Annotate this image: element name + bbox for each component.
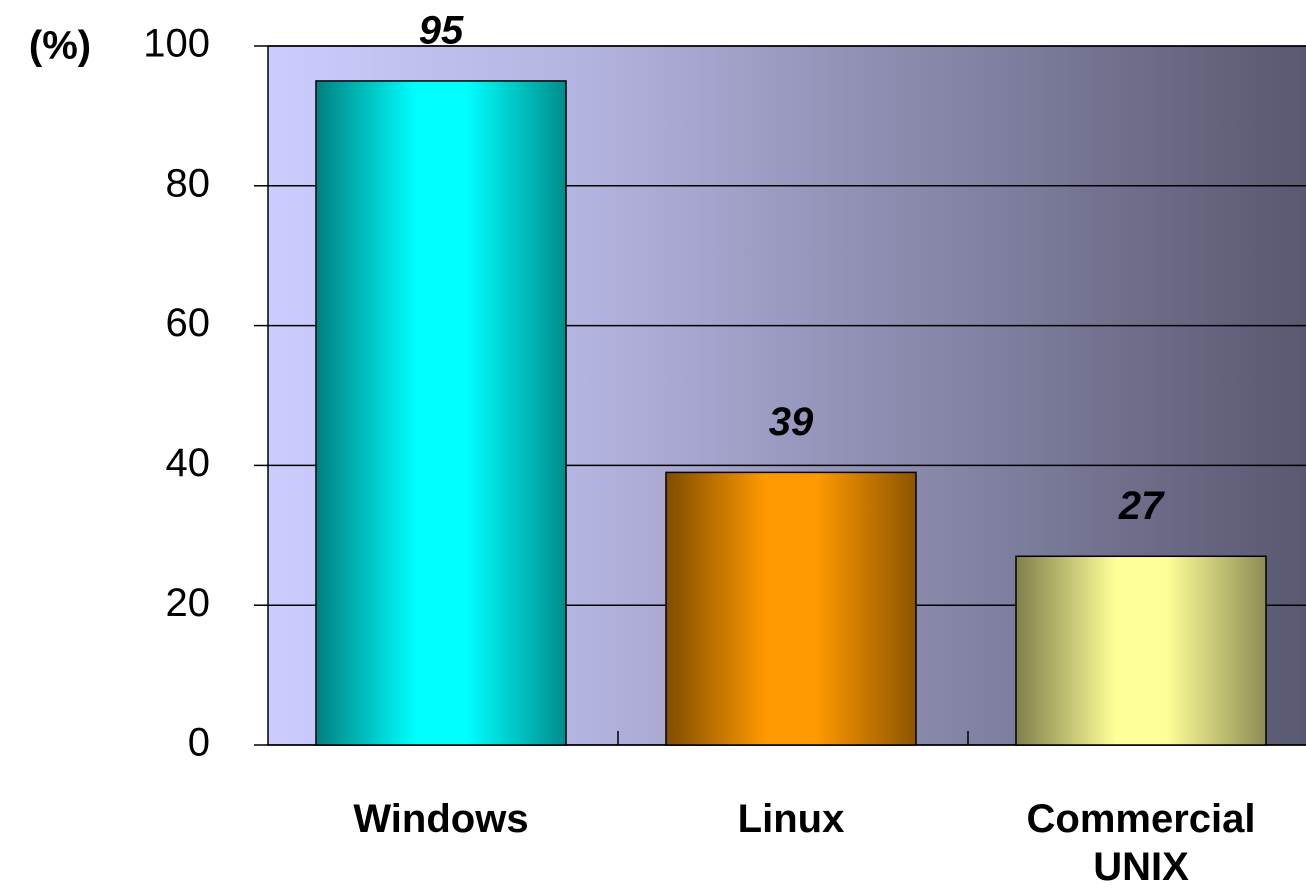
x-tick-label: Commercial UNIX (1026, 797, 1256, 889)
bar-shade (315, 80, 567, 746)
value-label: 27 (1118, 484, 1165, 528)
x-tick-label: Linux (737, 797, 845, 841)
y-tick-label: 80 (166, 161, 211, 205)
y-tick-label: 40 (166, 441, 211, 485)
x-tick-label: Windows (353, 797, 529, 841)
y-axis-label: (%) (29, 24, 91, 68)
value-label: 39 (769, 400, 814, 444)
y-tick-label: 0 (188, 721, 210, 765)
value-label: 95 (419, 9, 464, 53)
y-tick-label: 100 (143, 22, 210, 66)
y-tick-label: 60 (166, 301, 211, 345)
bar-shade (665, 471, 917, 746)
bar-shade (1015, 555, 1267, 746)
y-tick-label: 20 (166, 581, 211, 625)
